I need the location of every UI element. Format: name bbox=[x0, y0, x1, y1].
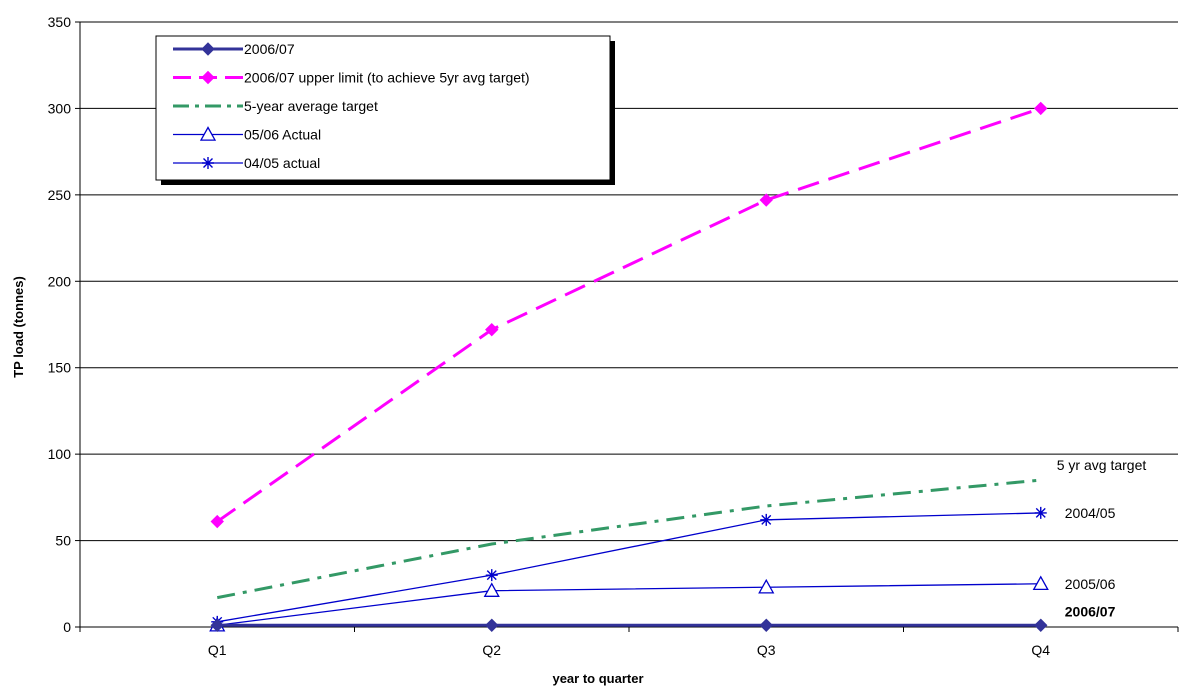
legend-swatch-marker bbox=[202, 157, 214, 169]
series-line bbox=[216, 478, 1041, 600]
series-line bbox=[217, 512, 1041, 623]
data-point bbox=[760, 513, 773, 526]
x-tick-label: Q4 bbox=[1031, 642, 1050, 658]
x-tick-label: Q3 bbox=[757, 642, 776, 658]
legend: 2006/07 2006/07 upper limit (to achieve 5… bbox=[155, 35, 615, 185]
data-point bbox=[485, 322, 499, 337]
y-tick-label: 150 bbox=[48, 360, 72, 376]
series-end-label: 5 yr avg target bbox=[1057, 457, 1147, 473]
series-end-label: 2005/06 bbox=[1065, 576, 1116, 592]
legend-swatch-marker bbox=[201, 70, 215, 85]
y-tick-label: 0 bbox=[63, 619, 71, 635]
legend-swatch-marker bbox=[199, 126, 217, 141]
x-axis-title: year to quarter bbox=[552, 671, 643, 686]
legend-label: 2006/07 bbox=[244, 41, 295, 57]
x-tick-label: Q2 bbox=[482, 642, 501, 658]
axes: 0 50 100 150 200 250 300 350 Q1 Q2 Q3 Q4 bbox=[48, 14, 1179, 658]
data-point bbox=[1032, 575, 1049, 591]
data-point bbox=[1034, 101, 1048, 116]
legend-label: 05/06 Actual bbox=[244, 127, 321, 143]
y-tick-label: 200 bbox=[48, 273, 72, 289]
data-point bbox=[758, 578, 775, 594]
data-point bbox=[759, 618, 773, 632]
data-point bbox=[1034, 618, 1048, 632]
legend-swatch-marker bbox=[201, 42, 215, 56]
series-end-label: 2004/05 bbox=[1065, 505, 1116, 521]
data-point bbox=[485, 569, 498, 582]
y-tick-label: 300 bbox=[48, 100, 72, 116]
y-tick-label: 350 bbox=[48, 14, 72, 30]
x-tick-label: Q1 bbox=[208, 642, 227, 658]
y-tick-label: 250 bbox=[48, 187, 72, 203]
data-point bbox=[759, 193, 773, 207]
data-point bbox=[210, 618, 224, 632]
legend-label: 2006/07 upper limit (to achieve 5yr avg … bbox=[244, 70, 530, 86]
data-point bbox=[210, 514, 224, 529]
y-tick-label: 100 bbox=[48, 446, 72, 462]
end-labels: 5 yr avg target 2005/06 2004/05 2006/07 bbox=[1057, 457, 1147, 619]
data-point bbox=[485, 618, 499, 632]
y-tick-label: 50 bbox=[55, 533, 71, 549]
series-lines bbox=[209, 101, 1049, 632]
legend-box bbox=[155, 35, 611, 181]
data-point bbox=[483, 582, 500, 597]
legend-label: 04/05 actual bbox=[244, 155, 320, 171]
legend-label: 5-year average target bbox=[244, 98, 378, 114]
series-line bbox=[216, 107, 1042, 523]
series-end-label: 2006/07 bbox=[1065, 603, 1116, 619]
data-point bbox=[1034, 506, 1047, 519]
series-line bbox=[217, 583, 1041, 626]
y-axis-title: TP load (tonnes) bbox=[11, 276, 26, 378]
